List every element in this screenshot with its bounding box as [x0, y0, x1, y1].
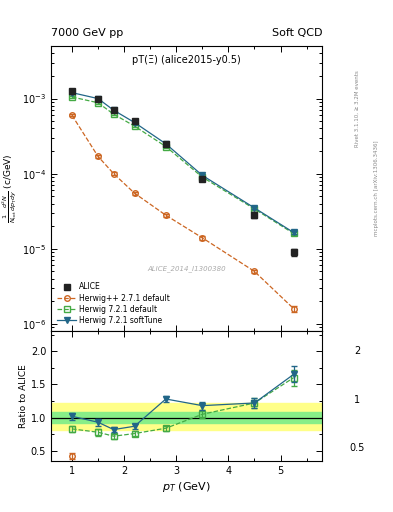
- Text: Rivet 3.1.10, ≥ 3.2M events: Rivet 3.1.10, ≥ 3.2M events: [355, 71, 360, 147]
- Text: 1: 1: [354, 395, 360, 405]
- Text: Soft QCD: Soft QCD: [272, 28, 322, 38]
- Text: 0.5: 0.5: [350, 443, 365, 453]
- Text: pT(Ξ) (alice2015-y0.5): pT(Ξ) (alice2015-y0.5): [132, 55, 241, 65]
- Text: mcplots.cern.ch [arXiv:1306.3436]: mcplots.cern.ch [arXiv:1306.3436]: [374, 141, 379, 237]
- Y-axis label: $\frac{1}{N_{\rm tot}} \frac{d^2N}{dp_{\rm T}dy}$ (c/GeV): $\frac{1}{N_{\rm tot}} \frac{d^2N}{dp_{\…: [1, 154, 19, 223]
- Text: ALICE_2014_I1300380: ALICE_2014_I1300380: [147, 265, 226, 272]
- Y-axis label: Ratio to ALICE: Ratio to ALICE: [19, 364, 28, 428]
- X-axis label: $p_T$ (GeV): $p_T$ (GeV): [162, 480, 211, 494]
- Legend: ALICE, Herwig++ 2.7.1 default, Herwig 7.2.1 default, Herwig 7.2.1 softTune: ALICE, Herwig++ 2.7.1 default, Herwig 7.…: [55, 280, 173, 327]
- Bar: [51, 403, 322, 430]
- Bar: [51, 412, 322, 423]
- Text: 2: 2: [354, 346, 361, 356]
- Text: 7000 GeV pp: 7000 GeV pp: [51, 28, 123, 38]
